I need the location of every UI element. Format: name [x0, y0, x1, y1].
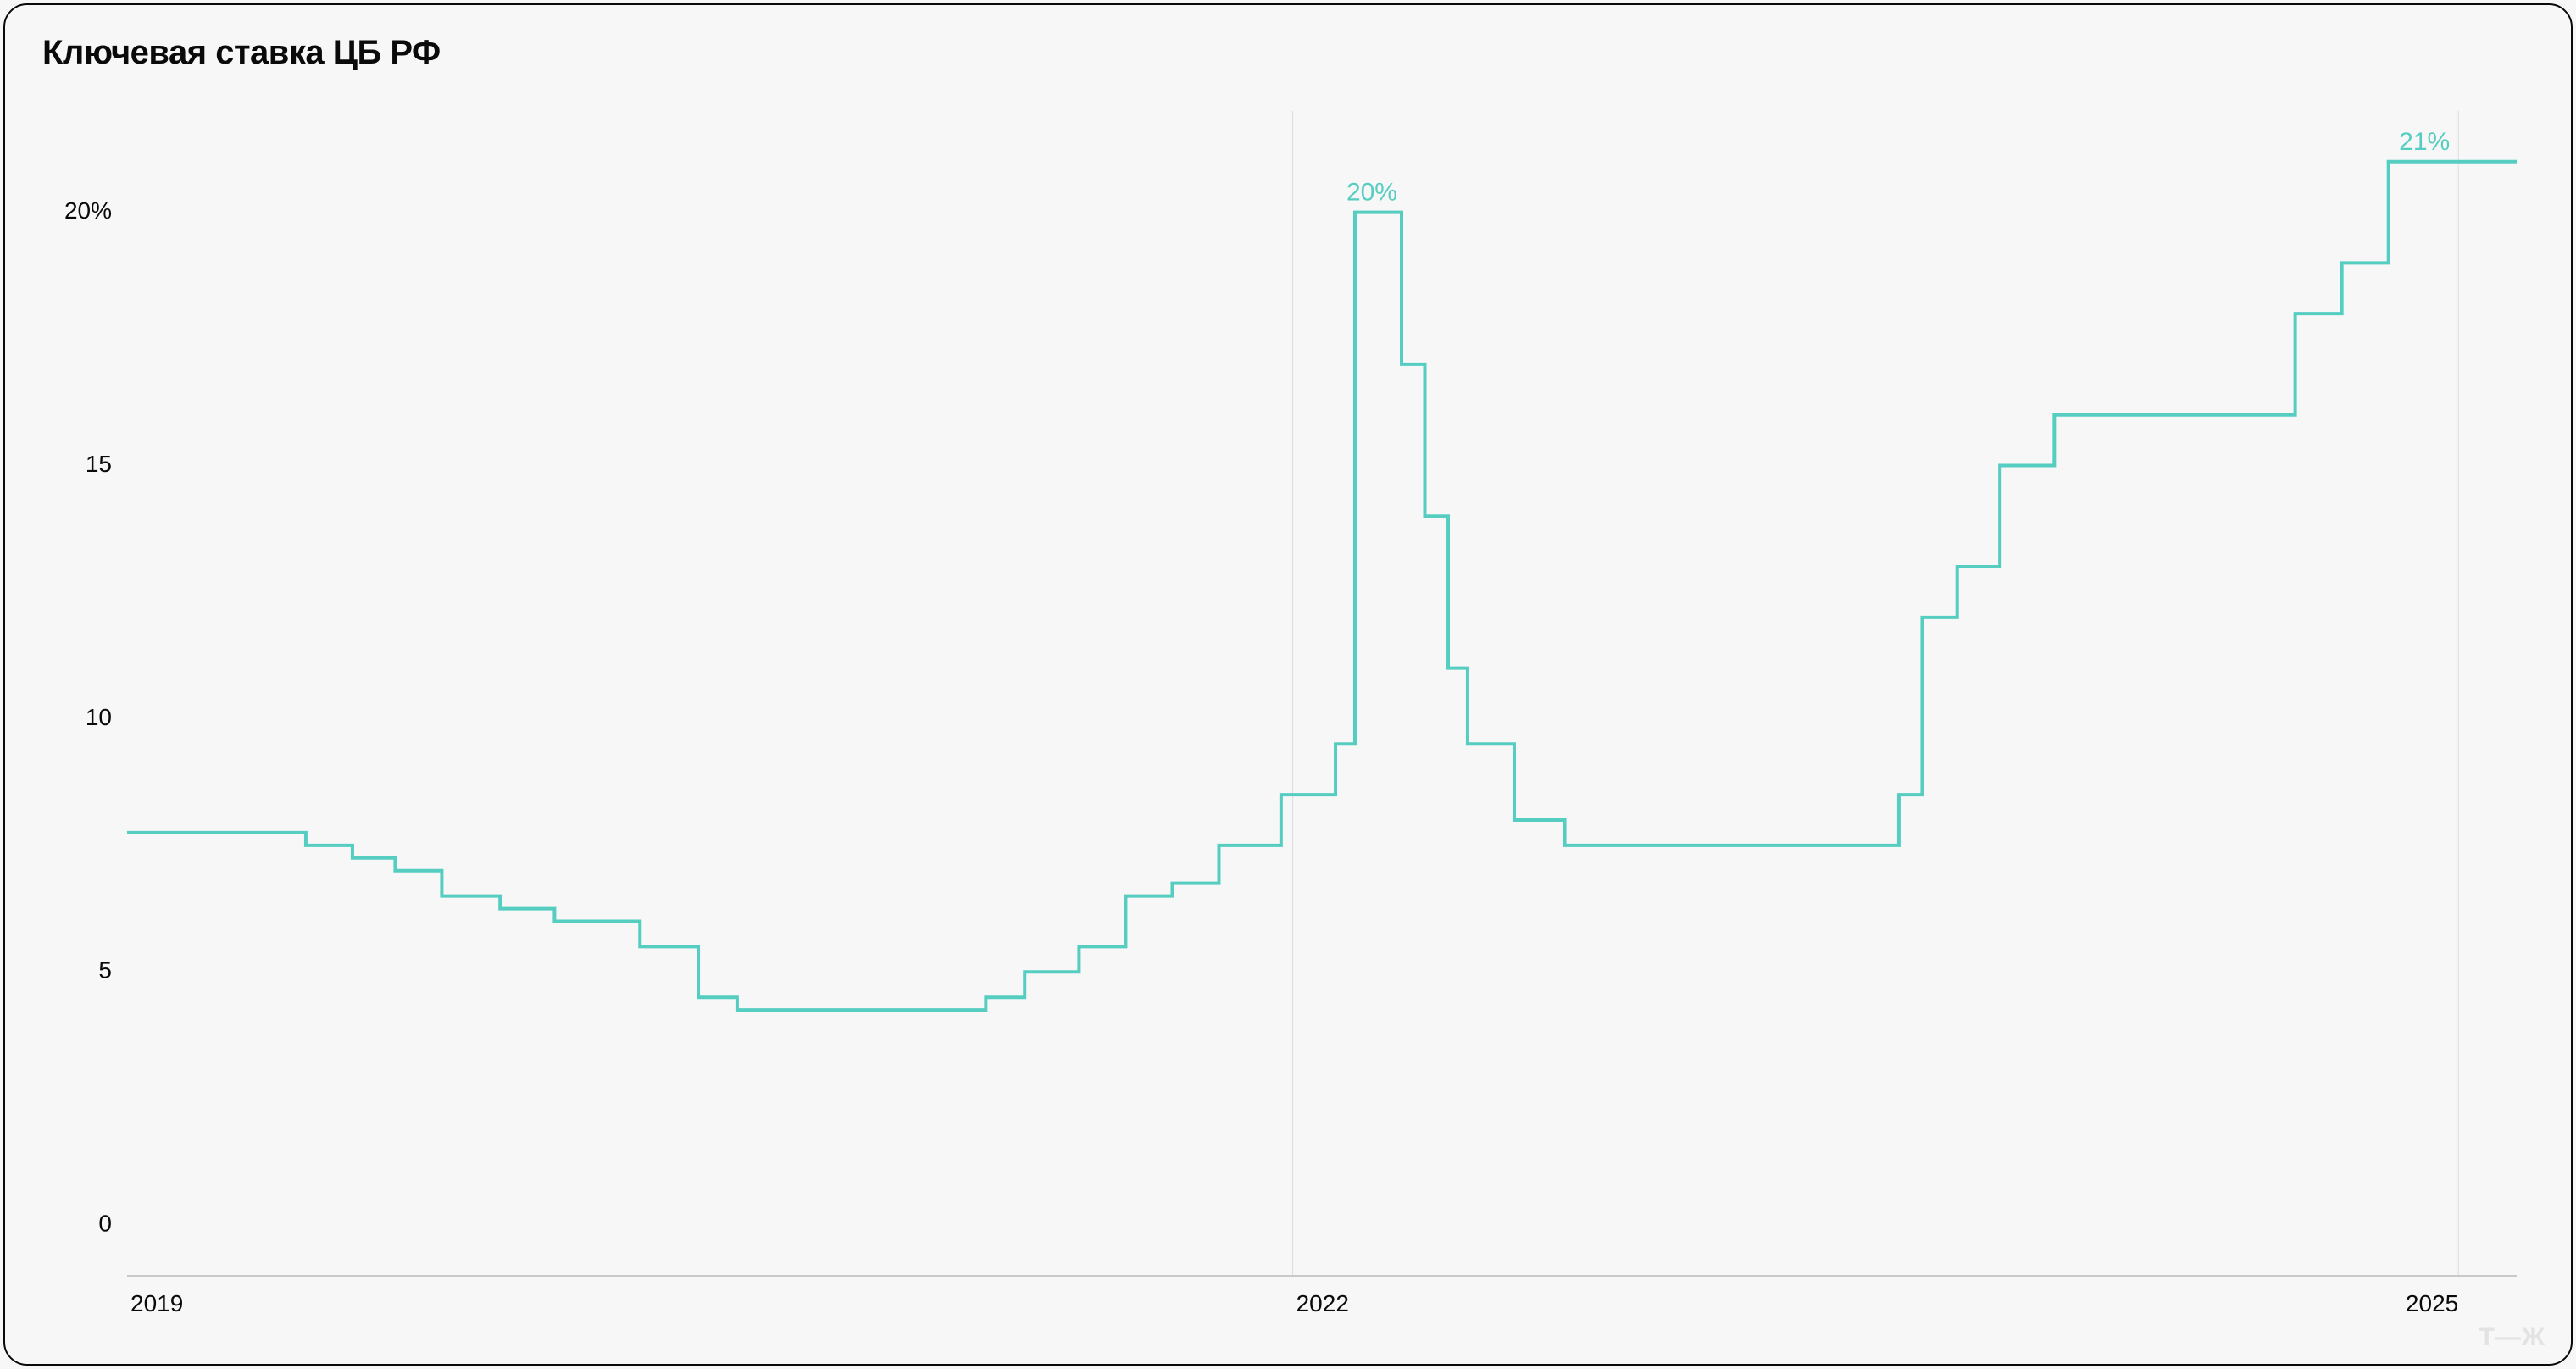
svg-text:15: 15 — [86, 451, 112, 477]
svg-text:0: 0 — [98, 1211, 112, 1237]
plot-area: 0 5 10 15 20% 2019 2022 2025 20% 21% — [42, 77, 2534, 1344]
svg-text:21%: 21% — [2399, 128, 2450, 156]
svg-text:5: 5 — [98, 957, 112, 984]
chart-card: Ключевая ставка ЦБ РФ 0 5 10 15 20% 2019 2022 2… — [3, 3, 2573, 1366]
svg-text:2019: 2019 — [130, 1290, 183, 1316]
chart-title: Ключевая ставка ЦБ РФ — [42, 34, 2534, 72]
svg-text:10: 10 — [86, 704, 112, 730]
svg-text:2022: 2022 — [1296, 1290, 1349, 1316]
svg-text:20%: 20% — [64, 197, 112, 224]
watermark-logo: Т—Ж — [2479, 1323, 2545, 1352]
step-line-chart: 0 5 10 15 20% 2019 2022 2025 20% 21% — [42, 77, 2534, 1344]
svg-text:20%: 20% — [1346, 179, 1397, 207]
svg-text:2025: 2025 — [2406, 1290, 2458, 1316]
